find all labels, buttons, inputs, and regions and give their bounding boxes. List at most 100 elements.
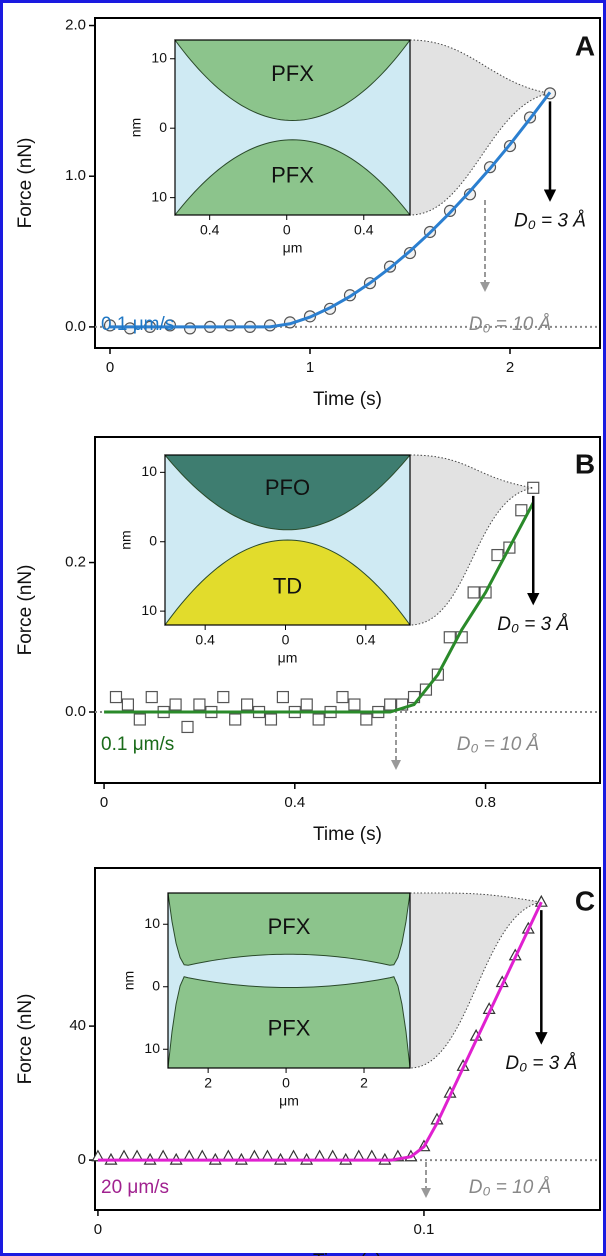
inset-x-tick-label: 0.4 bbox=[354, 222, 374, 238]
data-point bbox=[264, 713, 278, 726]
fit-line bbox=[97, 901, 543, 1162]
inset-x-label: μm bbox=[283, 240, 303, 256]
inset-y-tick-label: 10 bbox=[151, 188, 167, 204]
annotation: D₀ = 10 Å bbox=[457, 734, 539, 755]
inset-region-label: PFX bbox=[268, 914, 311, 939]
x-tick-label: 0.4 bbox=[284, 794, 305, 811]
inset-frame bbox=[164, 454, 411, 626]
inset-region-label: PFO bbox=[265, 475, 310, 500]
inset-x-label: μm bbox=[278, 650, 298, 666]
inset-region-label: PFX bbox=[271, 162, 314, 187]
zoom-cone bbox=[409, 454, 534, 626]
data-point bbox=[91, 1149, 105, 1162]
data-point bbox=[229, 713, 242, 726]
x-axis-label: Time (s) bbox=[313, 1251, 382, 1256]
data-point bbox=[181, 720, 194, 734]
data-point bbox=[121, 698, 135, 711]
data-point bbox=[109, 690, 123, 704]
x-tick-label: 2 bbox=[506, 359, 514, 376]
data-point bbox=[348, 698, 361, 711]
y-tick-label: 0.0 bbox=[65, 703, 86, 720]
inset-region-label: TD bbox=[273, 573, 302, 598]
x-tick-label: 0 bbox=[94, 1221, 102, 1238]
x-tick-label: 1 bbox=[306, 359, 314, 376]
data-point bbox=[431, 668, 444, 681]
annotation: D₀ = 10 Å bbox=[469, 1177, 551, 1198]
data-point bbox=[534, 894, 548, 907]
data-point bbox=[419, 683, 433, 696]
data-point bbox=[183, 322, 197, 335]
data-point bbox=[145, 690, 158, 704]
data-point bbox=[463, 188, 477, 201]
y-tick-label: 0.2 bbox=[65, 554, 86, 571]
data-point bbox=[467, 586, 480, 599]
data-point bbox=[241, 698, 254, 711]
speed-label: 20 μm/s bbox=[101, 1177, 169, 1198]
inset-bottom-surface bbox=[173, 139, 412, 216]
y-axis-label: Force (nN) bbox=[15, 138, 36, 229]
data-point bbox=[300, 698, 313, 711]
plot-frame bbox=[94, 17, 601, 349]
inset-y-tick-label: 10 bbox=[144, 915, 160, 931]
data-point bbox=[217, 690, 230, 704]
inset-y-tick-label: 10 bbox=[151, 49, 167, 65]
y-tick-label: 0 bbox=[78, 1151, 86, 1168]
inset-y-tick-label: 0 bbox=[152, 977, 160, 993]
inset-y-tick-label: 10 bbox=[141, 463, 157, 479]
data-point bbox=[360, 713, 373, 726]
x-tick-label: 0 bbox=[106, 359, 114, 376]
inset-x-tick-label: 0.4 bbox=[356, 632, 376, 648]
data-point bbox=[443, 631, 456, 644]
inset-x-tick-label: 0 bbox=[283, 222, 291, 238]
inset-top-surface bbox=[163, 454, 412, 531]
y-tick-label: 2.0 bbox=[65, 17, 86, 34]
x-tick-label: 0 bbox=[100, 794, 108, 811]
x-axis-label: Time (s) bbox=[313, 824, 382, 845]
data-point bbox=[312, 713, 325, 726]
plot-frame bbox=[94, 436, 601, 784]
annotation: D₀ = 3 Å bbox=[505, 1053, 577, 1074]
y-axis-label: Force (nN) bbox=[15, 565, 36, 656]
data-point bbox=[133, 713, 146, 726]
fit-line bbox=[110, 91, 552, 329]
inset-y-tick-label: 0 bbox=[159, 119, 167, 135]
inset-bottom-surface bbox=[164, 539, 411, 626]
inset-frame bbox=[174, 39, 411, 216]
x-tick-label: 0.8 bbox=[475, 794, 496, 811]
inset-top-surface bbox=[167, 892, 411, 966]
data-point bbox=[223, 319, 237, 332]
data-point bbox=[527, 481, 540, 494]
data-point bbox=[384, 698, 397, 711]
y-tick-label: 1.0 bbox=[65, 167, 86, 184]
panel-label: C bbox=[575, 885, 595, 916]
inset-x-tick-label: 2 bbox=[360, 1075, 368, 1091]
x-axis-label: Time (s) bbox=[313, 389, 382, 410]
inset-x-tick-label: 0.4 bbox=[200, 222, 220, 238]
data-point bbox=[491, 548, 504, 562]
data-point bbox=[169, 698, 182, 711]
inset-y-tick-label: 10 bbox=[144, 1040, 160, 1056]
inset-y-label: nm bbox=[128, 118, 144, 137]
annotation: D₀ = 3 Å bbox=[514, 210, 586, 231]
annotation: D₀ = 3 Å bbox=[497, 614, 569, 635]
zoom-cone bbox=[409, 892, 542, 1069]
x-tick-label: 0.1 bbox=[414, 1221, 435, 1238]
data-point bbox=[396, 698, 409, 711]
panel-label: B bbox=[575, 448, 595, 479]
inset-y-tick-label: 10 bbox=[141, 602, 157, 618]
inset-region-label: PFX bbox=[271, 61, 314, 86]
inset-x-tick-label: 0 bbox=[282, 632, 290, 648]
panel-label: A bbox=[575, 30, 595, 61]
inset-y-tick-label: 0 bbox=[149, 532, 157, 548]
y-tick-label: 40 bbox=[69, 1017, 86, 1034]
annotation: D₀ = 10 Å bbox=[469, 314, 551, 335]
y-axis-label: Force (nN) bbox=[15, 994, 36, 1085]
data-point bbox=[193, 698, 206, 711]
inset-x-tick-label: 0 bbox=[282, 1075, 290, 1091]
inset-region-label: PFX bbox=[268, 1015, 311, 1040]
plot-frame bbox=[94, 867, 601, 1211]
data-point bbox=[515, 504, 528, 517]
inset-y-label: nm bbox=[121, 971, 137, 990]
